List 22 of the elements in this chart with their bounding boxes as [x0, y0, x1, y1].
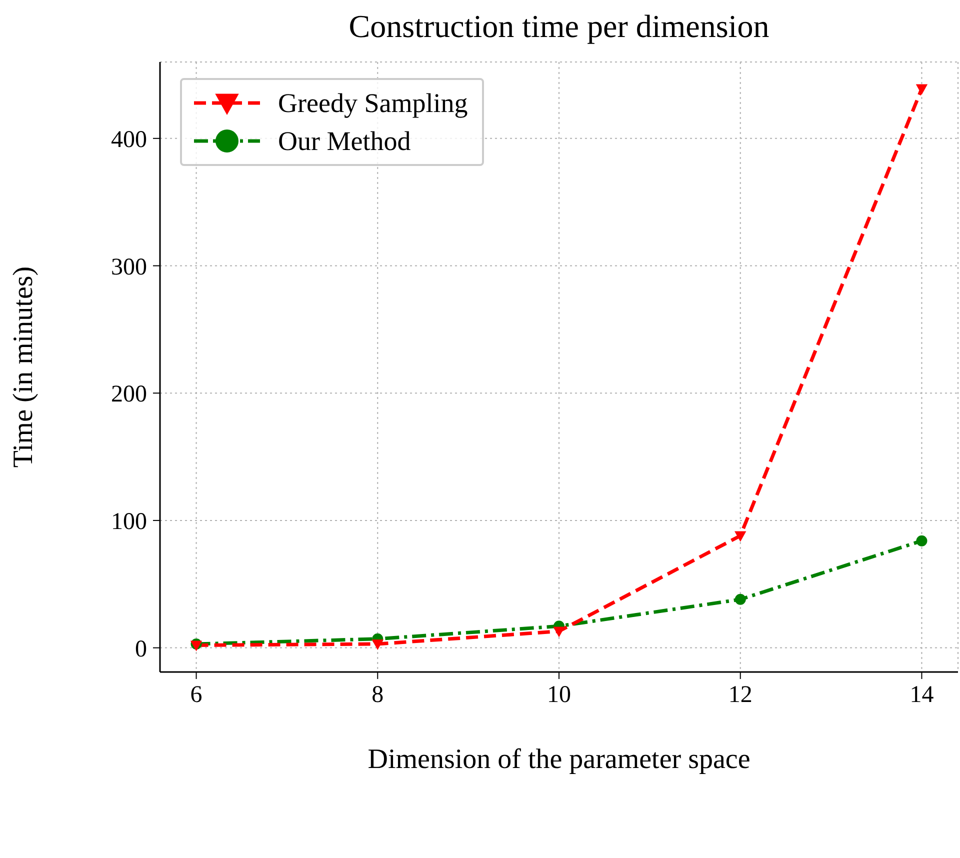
x-tick-label: 8	[372, 682, 384, 708]
point	[916, 84, 928, 94]
point	[190, 640, 202, 651]
point	[554, 626, 564, 637]
point	[372, 639, 384, 650]
chart-title: Construction time per dimension	[348, 8, 770, 45]
y-tick-label: 200	[111, 382, 147, 408]
y-axis-title: Time (in minutes)	[8, 266, 39, 468]
point	[916, 535, 928, 546]
x-axis-title: Dimension of the parameter space	[368, 744, 750, 775]
y-tick-label: 0	[135, 636, 147, 662]
point	[734, 594, 746, 605]
x-tick-label: 6	[190, 682, 202, 708]
legend-label: Greedy Sampling	[278, 87, 468, 120]
y-tick-label: 300	[111, 254, 147, 280]
y-tick-label: 400	[111, 126, 147, 153]
y-tick-label: 100	[111, 508, 147, 535]
x-tick-label: 14	[910, 682, 934, 708]
x-tick-label: 12	[728, 682, 752, 708]
x-tick-label: 10	[547, 682, 571, 708]
legend-label: Our Method	[278, 125, 411, 158]
point	[734, 531, 746, 542]
